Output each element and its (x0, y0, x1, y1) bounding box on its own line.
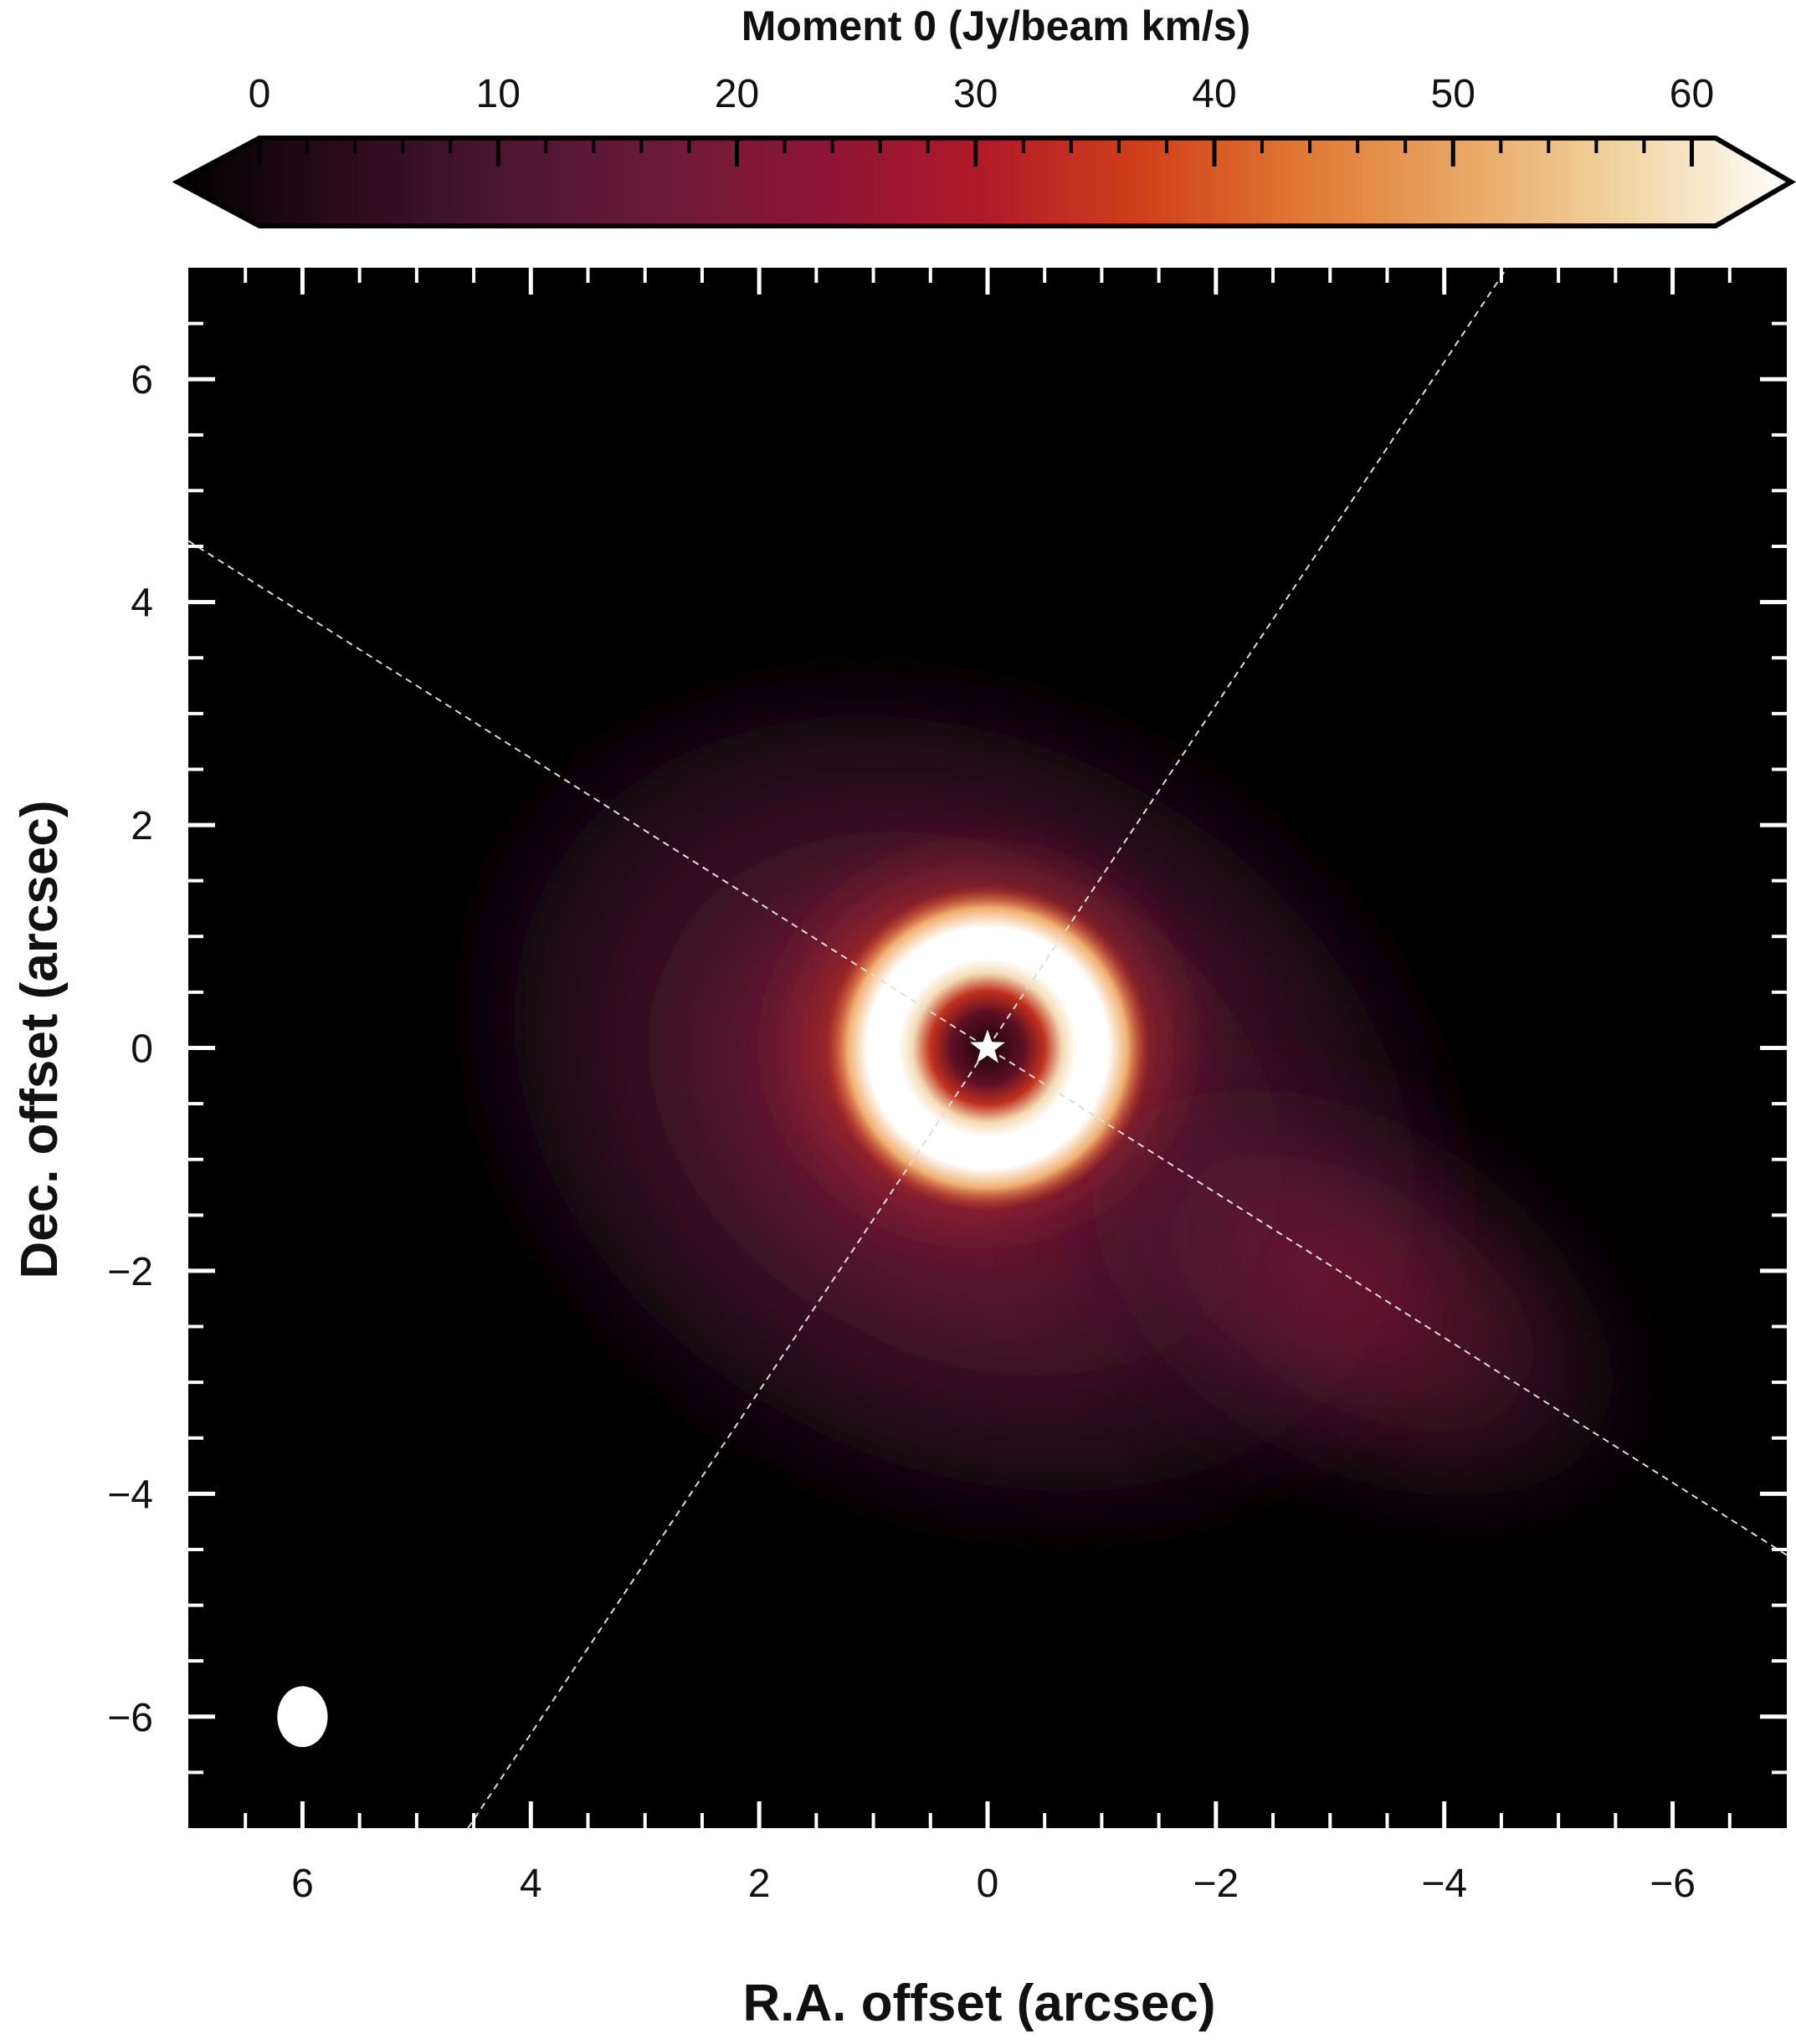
x-axis-title: R.A. offset (arcsec) (742, 1975, 1215, 2032)
emission-layer (188, 268, 1787, 1828)
x-tick-label: 2 (748, 1862, 771, 1906)
colorbar-title: Moment 0 (Jy/beam km/s) (741, 3, 1251, 49)
colorbar-tick-label: 0 (249, 72, 271, 116)
y-axis-title: Dec. offset (arcsec) (11, 800, 69, 1278)
colorbar-tick-labels: 0 10 20 30 40 50 60 (249, 72, 1715, 116)
y-tick-label: −4 (107, 1473, 153, 1517)
x-tick-label: −4 (1421, 1862, 1467, 1906)
x-tick-label: 0 (977, 1862, 999, 1906)
colorbar: Moment 0 (Jy/beam km/s) 0 10 20 30 40 50 60 (172, 3, 1796, 228)
colorbar-tick-label: 50 (1431, 72, 1475, 116)
x-tick-label: −6 (1650, 1862, 1696, 1906)
colorbar-tick-label: 20 (715, 72, 759, 116)
y-tick-label: 6 (131, 358, 153, 402)
y-tick-label: 0 (131, 1027, 153, 1072)
map-panel: 6 4 2 0 −2 −4 −6 6 4 2 0 −2 −4 −6 (107, 268, 1787, 1906)
x-tick-label: 4 (520, 1862, 542, 1906)
axis-ticks (188, 268, 1787, 1828)
colorbar-tick-label: 60 (1670, 72, 1714, 116)
beam-ellipse (277, 1686, 328, 1748)
colorbar-tick-label: 10 (476, 72, 521, 116)
y-tick-label: 4 (131, 581, 153, 626)
y-tick-label: −6 (107, 1696, 153, 1740)
y-tick-labels: 6 4 2 0 −2 −4 −6 (107, 358, 153, 1740)
colorbar-tick-label: 30 (953, 72, 998, 116)
x-tick-label: −2 (1193, 1862, 1239, 1906)
extended-emission-arm (1039, 1049, 1666, 1538)
y-tick-label: 2 (131, 804, 153, 848)
x-tick-label: 6 (291, 1862, 314, 1906)
y-tick-label: −2 (107, 1250, 153, 1294)
x-tick-labels: 6 4 2 0 −2 −4 −6 (291, 1862, 1696, 1906)
colorbar-tick-label: 40 (1192, 72, 1236, 116)
star-marker (970, 1029, 1005, 1063)
colorbar-ticks (257, 138, 1694, 166)
